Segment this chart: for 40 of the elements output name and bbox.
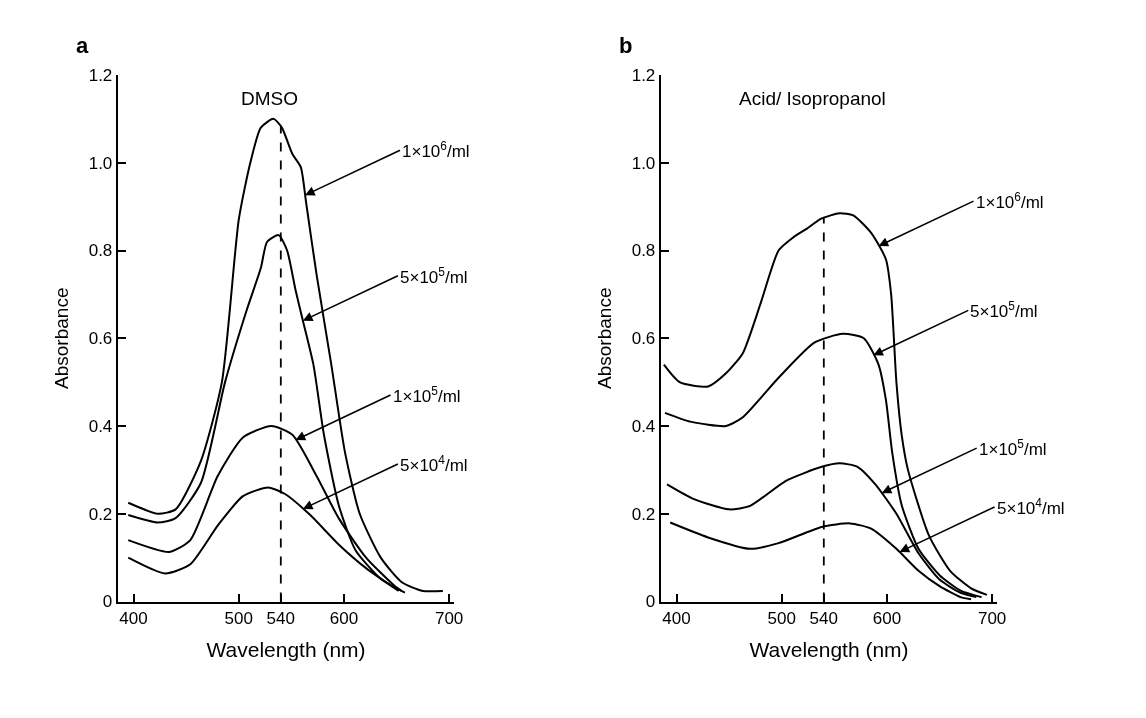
annotation: 5×10$^{4}$/ml [997, 496, 1065, 519]
y-axis-title: Absorbance [51, 287, 73, 389]
y-tick-label: 1.2 [88, 65, 113, 85]
x-tick-label: 540 [809, 608, 838, 628]
y-tick-label: 0.4 [631, 416, 656, 436]
x-tick-label: 600 [872, 608, 902, 628]
annotation: 1×10$^{6}$/ml [402, 139, 470, 162]
x-tick-label: 400 [119, 608, 148, 628]
y-tick-label: 1.2 [631, 65, 656, 85]
annotation: 1×10$^{5}$/ml [393, 384, 461, 407]
y-tick-label: 0 [645, 592, 656, 612]
x-tick-label: 500 [767, 608, 796, 628]
y-tick-label: 0.6 [88, 329, 113, 349]
x-axis-title: Wavelength (nm) [206, 637, 366, 661]
x-axis-title: Wavelength (nm) [749, 637, 909, 661]
annotation: 1×10$^{6}$/ml [976, 190, 1044, 213]
y-tick-label: 1.0 [88, 153, 113, 173]
x-tick-label: 500 [224, 608, 253, 628]
annotation: 1×10$^{5}$/ml [979, 437, 1047, 460]
y-tick-label: 1.0 [631, 153, 656, 173]
x-tick-label: 540 [266, 608, 295, 628]
y-tick-label: 0.6 [631, 329, 656, 349]
x-tick-label: 400 [662, 608, 691, 628]
y-axis-title: Absorbance [594, 287, 616, 389]
y-tick-label: 0.2 [631, 504, 656, 524]
annotation: 5×10$^{5}$/ml [970, 299, 1038, 322]
text: DMSO [241, 88, 298, 109]
text: Acid/ Isopropanol [739, 88, 886, 109]
y-tick-label: 0 [102, 592, 113, 612]
x-tick-label: 700 [434, 608, 464, 628]
chart-title: a [76, 33, 89, 58]
x-tick-label: 600 [329, 608, 359, 628]
y-tick-label: 0.2 [88, 504, 113, 524]
annotation: 5×10$^{5}$/ml [400, 265, 468, 288]
y-tick-label: 0.4 [88, 416, 113, 436]
y-tick-label: 0.8 [631, 241, 656, 261]
chart-title: b [619, 33, 633, 58]
y-tick-label: 0.8 [88, 241, 113, 261]
annotation: 5×10$^{4}$/ml [400, 453, 468, 476]
x-tick-label: 700 [977, 608, 1007, 628]
